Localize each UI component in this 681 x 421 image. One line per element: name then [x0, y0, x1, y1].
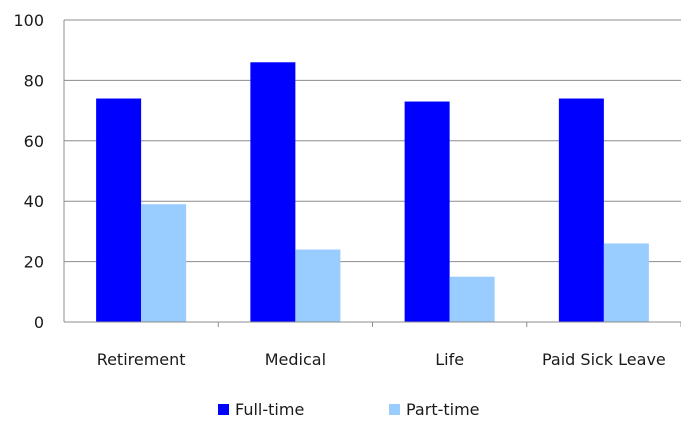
y-tick-label: 20: [24, 253, 44, 272]
bar-part-time-retirement: [141, 204, 187, 322]
bar-full-time-medical: [250, 62, 296, 322]
x-tick-label: Life: [435, 350, 464, 369]
legend-label: Part-time: [406, 400, 480, 419]
y-tick-label: 80: [24, 71, 44, 90]
x-tick-labels: Retirement Medical Life Paid Sick Leave: [97, 350, 666, 369]
bar-full-time-retirement: [96, 98, 142, 323]
bars: [96, 62, 649, 323]
axes: [63, 20, 681, 327]
x-tick-label: Medical: [265, 350, 326, 369]
y-tick-label: 100: [13, 11, 44, 30]
y-tick-label: 0: [34, 313, 44, 332]
x-tick-label: Retirement: [97, 350, 186, 369]
bar-part-time-medical: [295, 249, 341, 322]
bar-part-time-life: [449, 276, 495, 322]
legend-swatch: [389, 404, 400, 415]
bar-full-time-paid-sick-leave: [558, 98, 604, 323]
y-tick-label: 60: [24, 132, 44, 151]
y-tick-label: 40: [24, 192, 44, 211]
x-tick-label: Paid Sick Leave: [542, 350, 666, 369]
legend: Full-time Part-time: [218, 400, 480, 419]
bar-full-time-life: [404, 101, 450, 322]
legend-swatch: [218, 404, 229, 415]
legend-label: Full-time: [235, 400, 304, 419]
y-tick-labels: 0 20 40 60 80 100: [13, 11, 44, 332]
bar-part-time-paid-sick-leave: [603, 243, 649, 322]
